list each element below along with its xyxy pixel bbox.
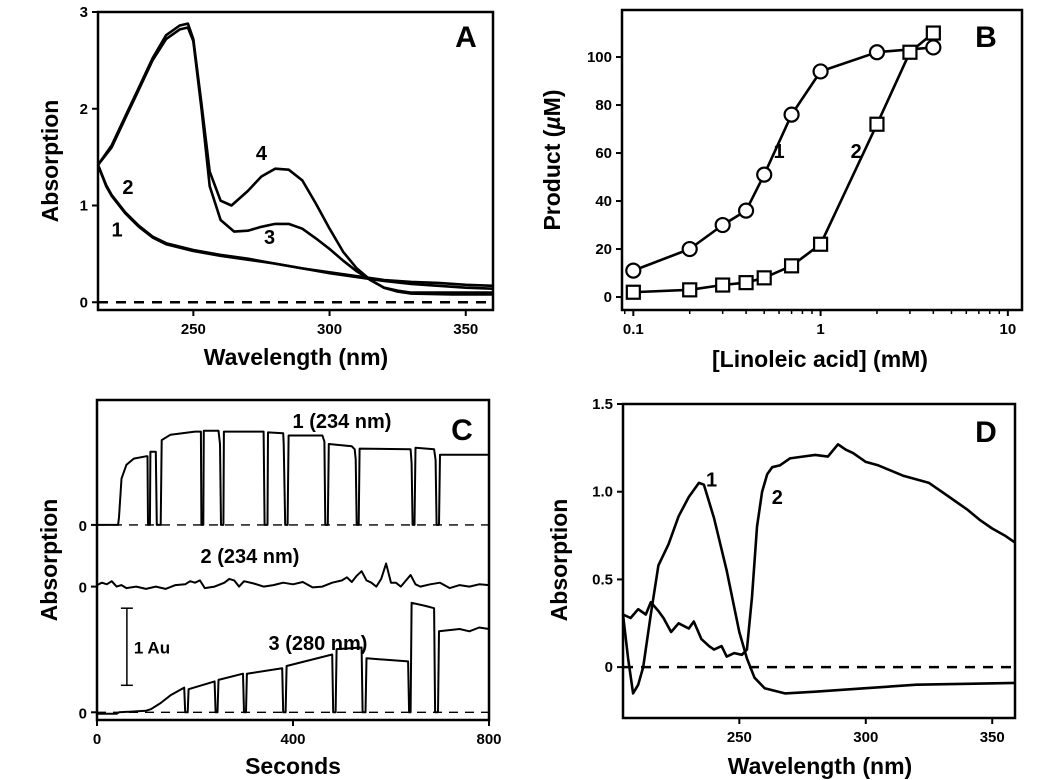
y-tick-label: 0 xyxy=(604,289,612,306)
series-line-2 xyxy=(633,31,935,294)
y-tick-label: 20 xyxy=(595,241,612,258)
x-axis-title: [Linoleic acid] (mM) xyxy=(712,346,928,372)
data-point-square xyxy=(625,284,641,300)
x-tick-label: 10 xyxy=(1000,321,1017,338)
x-tick-label: 0.1 xyxy=(623,321,644,338)
y-tick-label: 0 xyxy=(80,294,88,311)
y-tick-label: 3 xyxy=(80,4,88,21)
data-point-circle xyxy=(625,262,642,279)
y-axis-title: Absorption xyxy=(546,499,572,622)
data-point-square xyxy=(738,275,754,291)
y-axis-title-part: M) xyxy=(539,89,565,116)
series-label: 2 xyxy=(772,487,783,509)
x-tick-label: 250 xyxy=(181,321,206,338)
panel-letter: B xyxy=(975,21,997,54)
panel-letter: A xyxy=(455,21,477,54)
y-tick-label: 0 xyxy=(79,518,87,535)
series-label: 1 xyxy=(706,469,717,491)
series-label: 2 (234 nm) xyxy=(201,546,300,568)
data-point-circle xyxy=(681,240,698,258)
x-tick-label: 0 xyxy=(93,731,101,748)
y-tick-label: 0 xyxy=(79,705,87,722)
data-point-circle xyxy=(737,202,755,219)
data-point-square xyxy=(715,277,731,293)
series-line-2 xyxy=(96,562,490,590)
plot-frame xyxy=(620,8,1024,312)
data-point-square xyxy=(783,258,800,274)
series-label: 2 xyxy=(122,177,133,199)
data-point-circle xyxy=(868,44,886,61)
y-tick-label: 0.5 xyxy=(592,571,613,588)
series-label: 2 xyxy=(851,141,862,163)
x-tick-label: 300 xyxy=(853,729,878,746)
series-line-1 xyxy=(621,481,1016,695)
x-tick-label: 250 xyxy=(727,729,752,746)
data-point-circle xyxy=(812,63,829,80)
panel-d: 250 300 350 0 0.5 1.0 1.5 1 2 Wavelength (nm) Abso… xyxy=(546,396,1017,779)
x-axis-title: Seconds xyxy=(245,753,341,779)
y-tick-label: 80 xyxy=(595,97,612,114)
y-tick-label: 1.5 xyxy=(592,396,613,413)
y-tick-label: 0 xyxy=(79,580,87,597)
data-point-square xyxy=(869,116,885,132)
x-tick-label: 350 xyxy=(980,729,1005,746)
data-point-square xyxy=(812,236,829,252)
y-axis-title: Absorption xyxy=(36,499,62,622)
data-point-square xyxy=(682,282,698,298)
series-line-3 xyxy=(96,26,493,296)
panel-a: 250 300 350 0 1 2 3 1 2 3 4 Wavelength (nm) Absorpti… xyxy=(37,4,495,370)
data-point-square xyxy=(756,270,772,286)
panel-letter: D xyxy=(975,416,997,449)
y-tick-label: 100 xyxy=(587,49,612,66)
y-tick-label: 0 xyxy=(605,659,613,676)
data-point-circle xyxy=(714,216,731,234)
scale-bar-label: 1 Au xyxy=(134,639,170,658)
series-label: 1 xyxy=(112,219,123,241)
plot-frame xyxy=(96,10,495,312)
x-tick-label: 1 xyxy=(816,321,824,338)
plot-frame xyxy=(621,402,1017,720)
y-tick-label: 1.0 xyxy=(592,484,613,501)
series-line-3 xyxy=(97,601,490,715)
data-point-circle xyxy=(756,166,773,183)
series-label: 4 xyxy=(256,143,268,165)
y-axis-title: Product (µM) xyxy=(539,89,565,230)
x-tick-label: 400 xyxy=(280,731,305,748)
series-line-2 xyxy=(622,443,1016,658)
series-label: 3 (280 nm) xyxy=(269,633,368,655)
series-label: 1 xyxy=(773,141,784,163)
y-axis-title-part: µ xyxy=(539,116,565,130)
y-tick-label: 60 xyxy=(595,145,612,162)
data-point-circle xyxy=(783,106,800,123)
data-point-square xyxy=(925,25,941,41)
y-axis-title: Absorption xyxy=(37,100,63,223)
y-tick-label: 2 xyxy=(80,101,88,118)
x-axis-title: Wavelength (nm) xyxy=(204,344,388,370)
series-line-2 xyxy=(96,164,494,290)
y-axis-title-part: Product ( xyxy=(539,129,565,230)
series-line-4 xyxy=(96,22,493,294)
y-tick-label: 1 xyxy=(80,198,88,215)
x-axis-title: Wavelength (nm) xyxy=(728,753,912,779)
x-tick-label: 300 xyxy=(317,321,342,338)
series-line-1 xyxy=(97,429,489,526)
x-tick-label: 350 xyxy=(453,321,478,338)
data-point-circle xyxy=(925,39,942,56)
panel-letter: C xyxy=(451,414,473,447)
x-tick-label: 800 xyxy=(476,731,501,748)
data-point-square xyxy=(902,44,918,60)
series-label: 1 (234 nm) xyxy=(293,411,392,433)
series-label: 3 xyxy=(264,227,275,249)
y-tick-label: 40 xyxy=(595,193,612,210)
